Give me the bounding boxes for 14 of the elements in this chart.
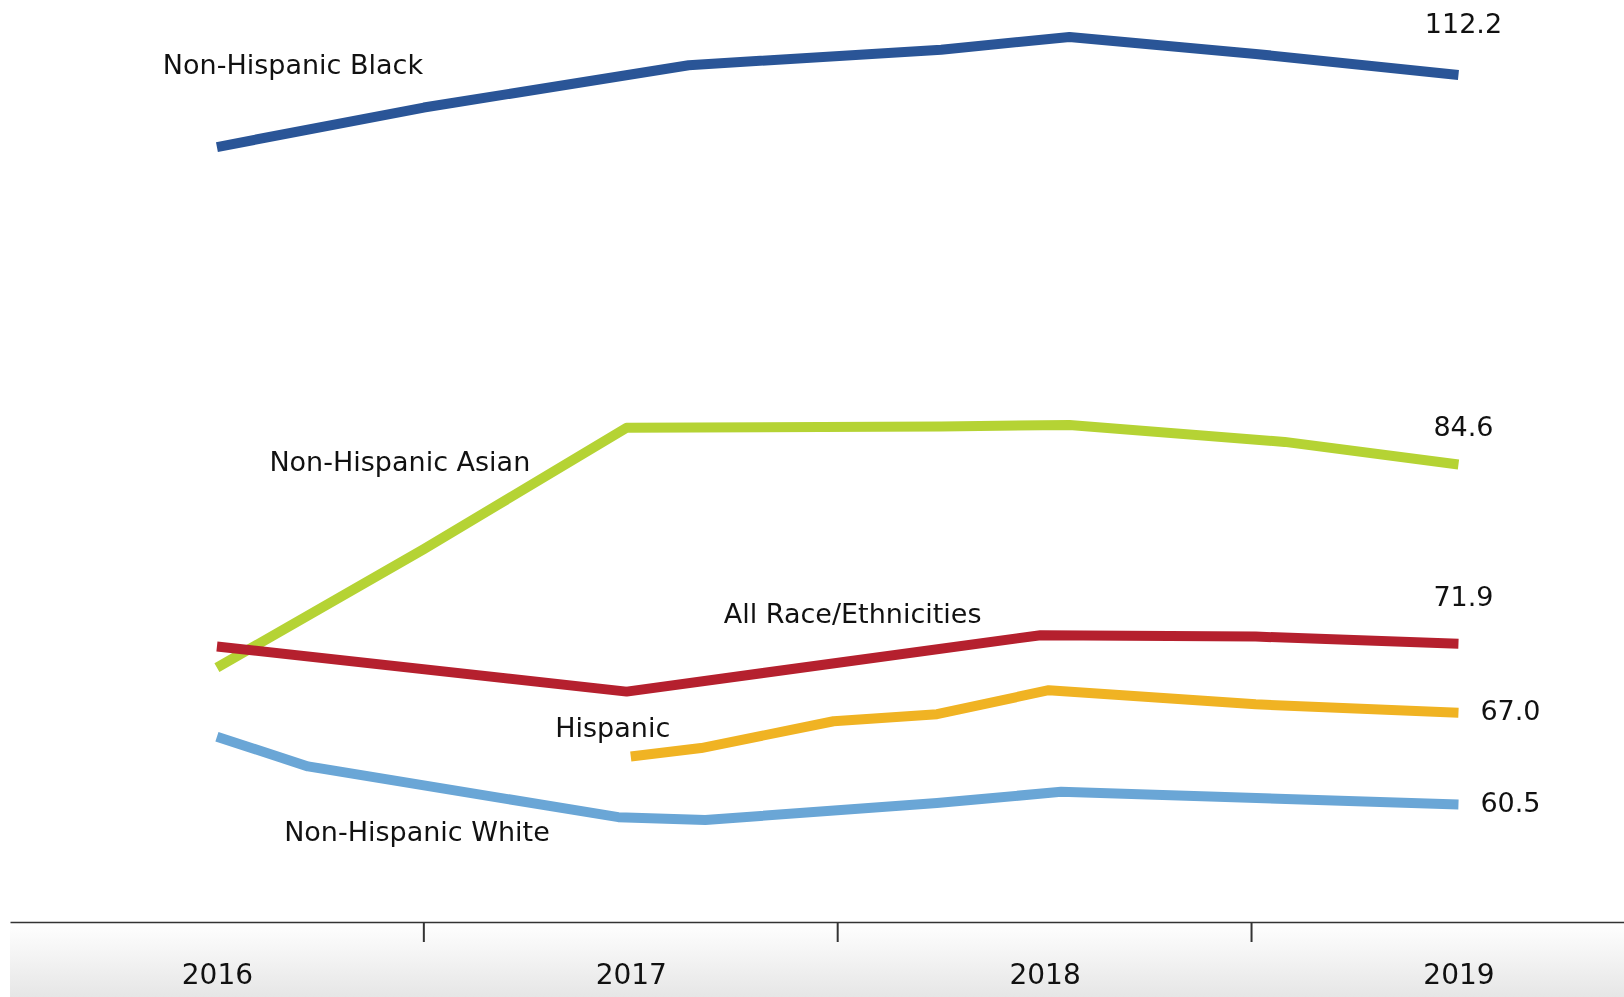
x-tick-label: 2019 [1423,957,1495,991]
series-label: All Race/Ethnicities [723,598,982,630]
x-tick-label: 2018 [1009,957,1081,991]
x-tick-label: 2016 [181,957,254,991]
series-label: Non-Hispanic White [284,815,550,847]
series-label: Non-Hispanic Black [162,48,424,80]
series-label: Non-Hispanic Asian [269,445,531,477]
x-tick-label: 2017 [595,957,667,991]
data-label: 71.9 [1433,581,1494,613]
series-label: Hispanic [555,712,671,744]
data-label: 84.6 [1433,410,1494,442]
data-label: 112.2 [1424,7,1503,39]
data-label: 60.5 [1480,786,1541,818]
data-label: 67.0 [1480,695,1541,727]
